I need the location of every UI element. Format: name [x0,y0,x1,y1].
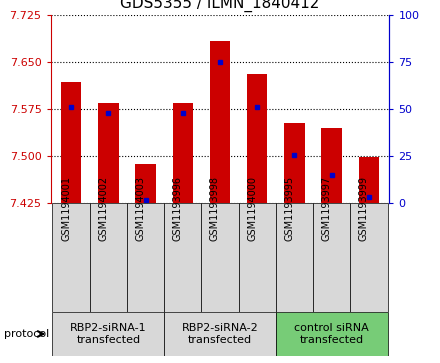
Bar [359,157,379,203]
Bar [90,203,127,312]
Bar [98,103,118,203]
Bar [313,203,350,312]
Bar [52,203,90,312]
Bar [247,74,268,203]
Text: GSM1194003: GSM1194003 [136,176,146,241]
Text: GSM1193996: GSM1193996 [173,176,183,241]
Text: GSM1193998: GSM1193998 [210,176,220,241]
Bar [52,312,164,356]
Bar [202,203,238,312]
Bar [284,123,304,203]
Bar [127,203,164,312]
Text: GSM1194000: GSM1194000 [247,176,257,241]
Text: control siRNA
transfected: control siRNA transfected [294,323,369,345]
Bar [136,164,156,203]
Bar [238,203,276,312]
Text: GSM1193997: GSM1193997 [322,176,332,241]
Text: protocol: protocol [4,329,50,339]
Title: GDS5355 / ILMN_1840412: GDS5355 / ILMN_1840412 [120,0,320,12]
Bar [350,203,388,312]
Bar [164,312,276,356]
Text: GSM1193995: GSM1193995 [285,176,294,241]
Text: RBP2-siRNA-2
transfected: RBP2-siRNA-2 transfected [182,323,258,345]
Bar [276,203,313,312]
Text: RBP2-siRNA-1
transfected: RBP2-siRNA-1 transfected [70,323,147,345]
Bar [322,128,342,203]
Text: GSM1194002: GSM1194002 [98,176,108,241]
Text: GSM1193999: GSM1193999 [359,176,369,241]
Bar [210,41,230,203]
Bar [164,203,202,312]
Bar [276,312,388,356]
Text: GSM1194001: GSM1194001 [61,176,71,241]
Bar [61,82,81,203]
Bar [172,103,193,203]
